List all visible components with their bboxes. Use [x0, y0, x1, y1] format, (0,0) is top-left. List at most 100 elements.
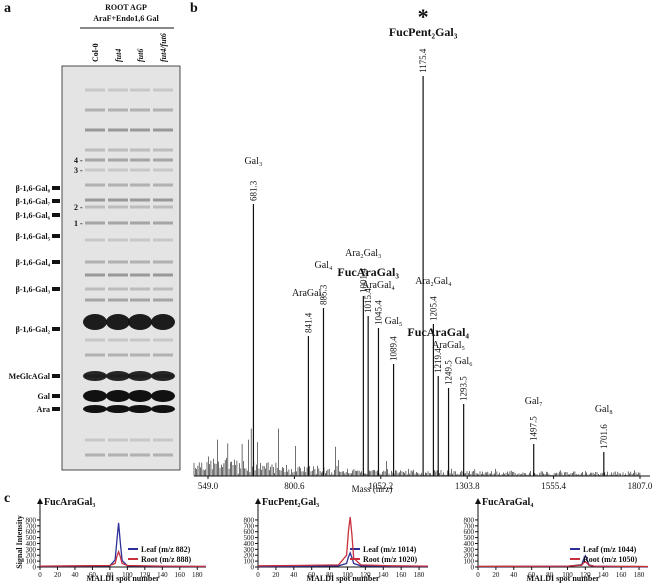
standard-label: β-1,6-Gal₃ [16, 285, 51, 294]
y-tick-label: 500 [464, 534, 475, 542]
x-tick-label: 180 [192, 571, 203, 579]
x-tick-label: 60 [528, 571, 536, 579]
gel-band [153, 183, 173, 187]
series-line [39, 549, 207, 568]
band-number: 2 - [74, 203, 83, 212]
gel-blob [106, 390, 130, 402]
x-tick-label: 20 [492, 571, 500, 579]
standard-marker [52, 234, 60, 238]
gel-band [153, 338, 173, 342]
x-tick-label: 180 [634, 571, 645, 579]
x-tick-label: 0 [256, 571, 260, 579]
gel-band [130, 221, 150, 225]
gel-band [153, 353, 173, 357]
y-tick-label: 300 [464, 546, 475, 554]
legend-label: Leaf (m/z 1014) [363, 545, 417, 554]
gel-blob [151, 314, 175, 330]
gel-band [108, 128, 128, 132]
gel-band [108, 205, 128, 209]
x-tick-label: 20 [272, 571, 280, 579]
x-tick-label: 100 [122, 571, 133, 579]
gel-band [108, 353, 128, 357]
gel-band [130, 453, 150, 457]
gel-blob [106, 405, 130, 413]
x-axis-label: MALDI spot number [87, 574, 160, 583]
significance-star: * [418, 4, 429, 29]
peak-name: Gal₃ [244, 156, 262, 167]
gel-band [108, 453, 128, 457]
gel-band [85, 353, 105, 357]
gel-band [130, 438, 150, 442]
gel-band [85, 287, 105, 291]
x-tick-label: 40 [290, 571, 298, 579]
gel-band [85, 238, 105, 242]
standard-label: β-1,6-Gal₂ [16, 325, 51, 334]
x-tick-label: 1303.8 [455, 481, 480, 491]
standard-label: β-1,6-Gal₆ [16, 211, 51, 220]
series-line [477, 560, 649, 568]
gel-band [85, 338, 105, 342]
peak-mass: 1205.4 [428, 296, 438, 321]
y-tick-label: 500 [244, 534, 255, 542]
x-tick-label: 120 [140, 571, 151, 579]
y-tick-label: 200 [244, 552, 255, 560]
peak-mass: 1015.4 [363, 288, 373, 313]
standard-label: Gal [38, 392, 51, 401]
gel-band [108, 108, 128, 112]
peak-mass: 1175.4 [418, 48, 428, 73]
gel-band [130, 108, 150, 112]
gel-blob [106, 314, 130, 330]
gel-band [130, 338, 150, 342]
gel-band [108, 158, 128, 162]
peak-name: Ara₂Gal₄ [415, 276, 452, 287]
gel-band [108, 438, 128, 442]
peak-name: FucAraGal₄ [407, 325, 469, 339]
gel-band [130, 287, 150, 291]
x-tick-label: 140 [378, 571, 389, 579]
gel-band [108, 287, 128, 291]
gel-band [153, 148, 173, 152]
series-line [257, 516, 429, 567]
gel-band [85, 128, 105, 132]
gel-band [153, 158, 173, 162]
gel-band [153, 108, 173, 112]
gel-band [108, 273, 128, 277]
gel-blob [151, 371, 175, 381]
gel-band [153, 260, 173, 264]
x-tick-label: 140 [157, 571, 168, 579]
y-tick-label: 300 [26, 546, 37, 554]
x-tick-label: 120 [360, 571, 371, 579]
lane-label: Col-0 [91, 43, 100, 62]
peak-mass: 1001.4 [358, 268, 368, 293]
gel-band [153, 221, 173, 225]
lane-label: fut6 [136, 49, 145, 62]
y-tick-label: 0 [33, 564, 37, 572]
y-tick-label: 600 [26, 528, 37, 536]
band-number: 1 - [74, 219, 83, 228]
x-tick-label: 1052.2 [368, 481, 393, 491]
gel-band [85, 158, 105, 162]
standard-label: MeGlcAGal [9, 372, 51, 381]
gel-band [108, 198, 128, 202]
standard-label: Ara [37, 405, 50, 414]
gel-band [85, 260, 105, 264]
axis-arrow [255, 498, 261, 504]
x-tick-label: 160 [175, 571, 186, 579]
x-tick-label: 0 [38, 571, 42, 579]
standard-label: β-1,6-Gal₄ [16, 258, 51, 267]
gel-band [108, 238, 128, 242]
y-tick-label: 800 [464, 516, 475, 524]
y-tick-label: 800 [244, 516, 255, 524]
y-tick-label: 200 [464, 552, 475, 560]
x-tick-label: 60 [308, 571, 316, 579]
standard-marker [52, 374, 60, 378]
gel-band [153, 273, 173, 277]
gel-band [153, 298, 173, 302]
standard-marker [52, 186, 60, 190]
gel-band [130, 260, 150, 264]
y-tick-label: 800 [26, 516, 37, 524]
x-axis-label: MALDI spot number [527, 574, 600, 583]
x-tick-label: 180 [414, 571, 425, 579]
x-tick-label: 160 [396, 571, 407, 579]
gel-band [85, 438, 105, 442]
